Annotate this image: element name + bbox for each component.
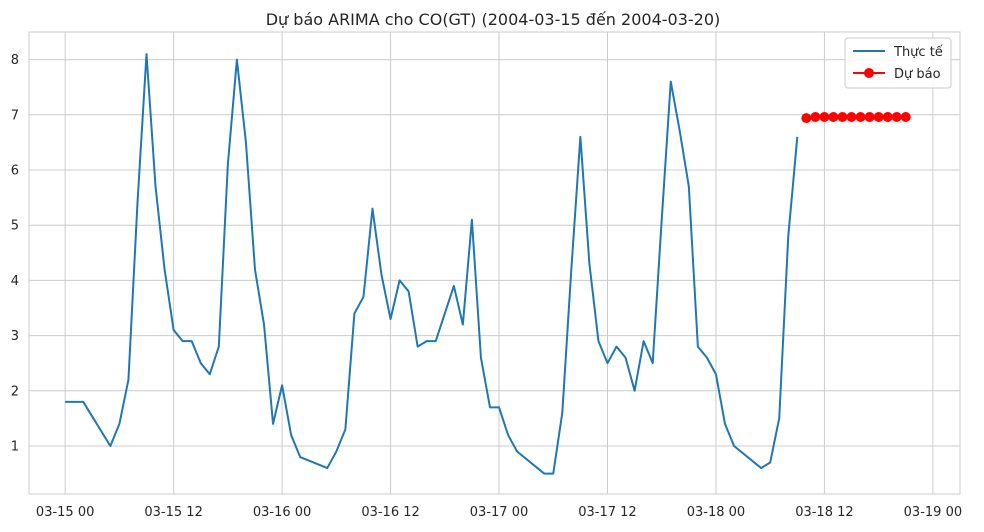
forecast-point — [891, 112, 902, 123]
x-tick-label: 03-19 00 — [904, 505, 962, 520]
y-axis: 1 2 3 4 5 6 7 8 — [11, 53, 19, 454]
x-tick-label: 03-16 12 — [361, 505, 419, 520]
actual-series-line — [65, 53, 799, 475]
y-tick-label: 2 — [11, 384, 19, 399]
x-tick-label: 03-15 12 — [144, 505, 202, 520]
forecast-point — [837, 112, 848, 123]
forecast-point — [810, 112, 821, 123]
legend-forecast-label: Dự báo — [894, 67, 941, 82]
forecast-point — [900, 112, 911, 123]
plot-frame — [28, 31, 961, 495]
forecast-point — [846, 112, 857, 123]
grid — [29, 32, 960, 494]
y-tick-label: 6 — [11, 163, 19, 178]
forecast-point — [828, 112, 839, 123]
forecast-point — [855, 112, 866, 123]
y-tick-label: 7 — [11, 108, 19, 123]
legend-forecast-marker — [864, 68, 874, 78]
y-tick-label: 8 — [11, 53, 19, 68]
y-tick-label: 4 — [11, 274, 19, 289]
series-area — [65, 53, 911, 475]
y-tick-label: 1 — [11, 439, 19, 454]
x-tick-label: 03-17 00 — [470, 505, 528, 520]
y-tick-label: 3 — [11, 329, 19, 344]
forecast-point — [882, 112, 893, 123]
x-tick-label: 03-18 12 — [795, 505, 853, 520]
forecast-point — [819, 112, 830, 123]
y-tick-label: 5 — [11, 219, 19, 234]
legend: Thực tế Dự báo — [844, 37, 952, 89]
x-tick-label: 03-18 00 — [687, 505, 745, 520]
x-tick-label: 03-15 00 — [36, 505, 94, 520]
legend-actual-label: Thực tế — [893, 45, 943, 60]
chart-title: Dự báo ARIMA cho CO(GT) (2004-03-15 đến … — [266, 10, 721, 29]
forecast-point — [801, 113, 812, 124]
forecast-point — [873, 112, 884, 123]
x-axis: 03-15 00 03-15 12 03-16 00 03-16 12 03-17 00… — [36, 505, 962, 520]
x-tick-label: 03-17 12 — [578, 505, 636, 520]
x-tick-label: 03-16 00 — [253, 505, 311, 520]
forecast-point — [864, 112, 875, 123]
